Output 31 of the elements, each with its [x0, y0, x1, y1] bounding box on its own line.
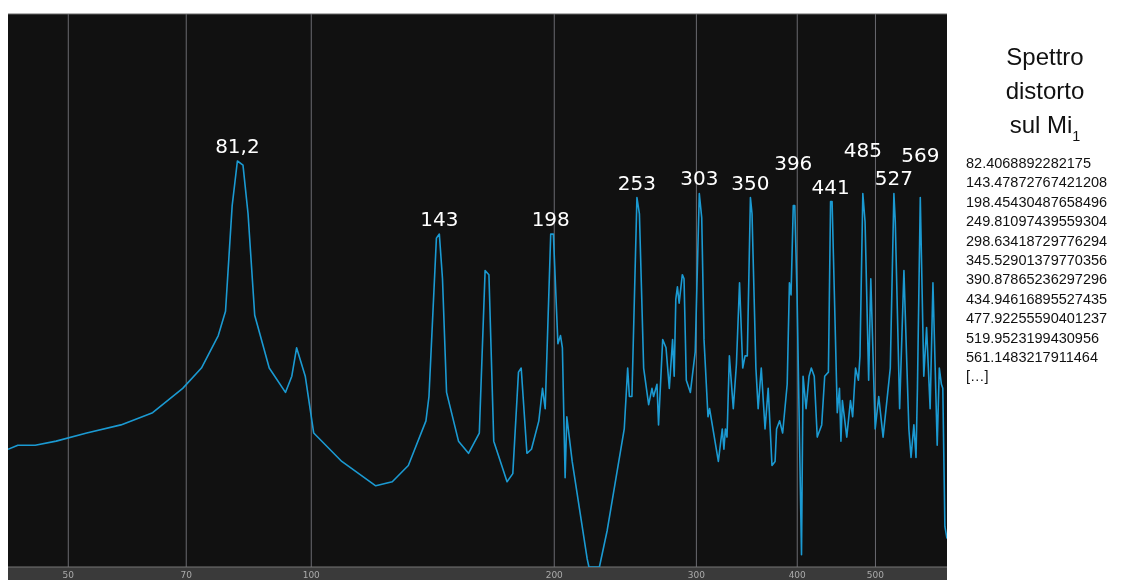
annotation: 253: [617, 170, 657, 195]
text: 82.4068892282175: [966, 155, 1091, 171]
text: 434.94616895527435: [966, 290, 1108, 307]
x-tick-label: 400: [788, 570, 807, 580]
x-tick-label: 300: [687, 570, 706, 580]
x-tick-label: 500: [866, 570, 885, 580]
x-tick-label: 70: [180, 570, 193, 580]
text: 390.87865236297296: [966, 271, 1108, 288]
text: 519.9523199430956: [966, 329, 1100, 346]
annotation: 527: [874, 166, 913, 191]
text: […]: [966, 368, 989, 385]
annotation: 303: [680, 166, 719, 191]
x-tick-label: 50: [62, 570, 75, 580]
text: 298.63418729776294: [966, 232, 1108, 249]
annotation: 350: [731, 170, 770, 195]
text: 143.47872767421208: [966, 174, 1108, 191]
text: 249.81097439559304: [966, 213, 1108, 230]
annotation: 143: [420, 207, 459, 232]
x-tick-label: 200: [545, 570, 564, 580]
text: 345.52901379770356: [966, 252, 1108, 268]
text: 477.92255590401237: [966, 310, 1108, 327]
text: Spettro distorto sul Mi$_{1}$: [1005, 43, 1085, 144]
x-tick-label: 100: [302, 570, 321, 580]
annotation: 485: [843, 138, 882, 163]
annotation: 441: [811, 174, 850, 199]
annotation: 569: [901, 142, 940, 167]
annotation: 396: [774, 150, 813, 175]
text: 561.1483217911464: [966, 349, 1098, 365]
annotation: 81,2: [215, 134, 260, 158]
annotation: 198: [531, 207, 570, 232]
text: 198.45430487658496: [966, 193, 1108, 210]
